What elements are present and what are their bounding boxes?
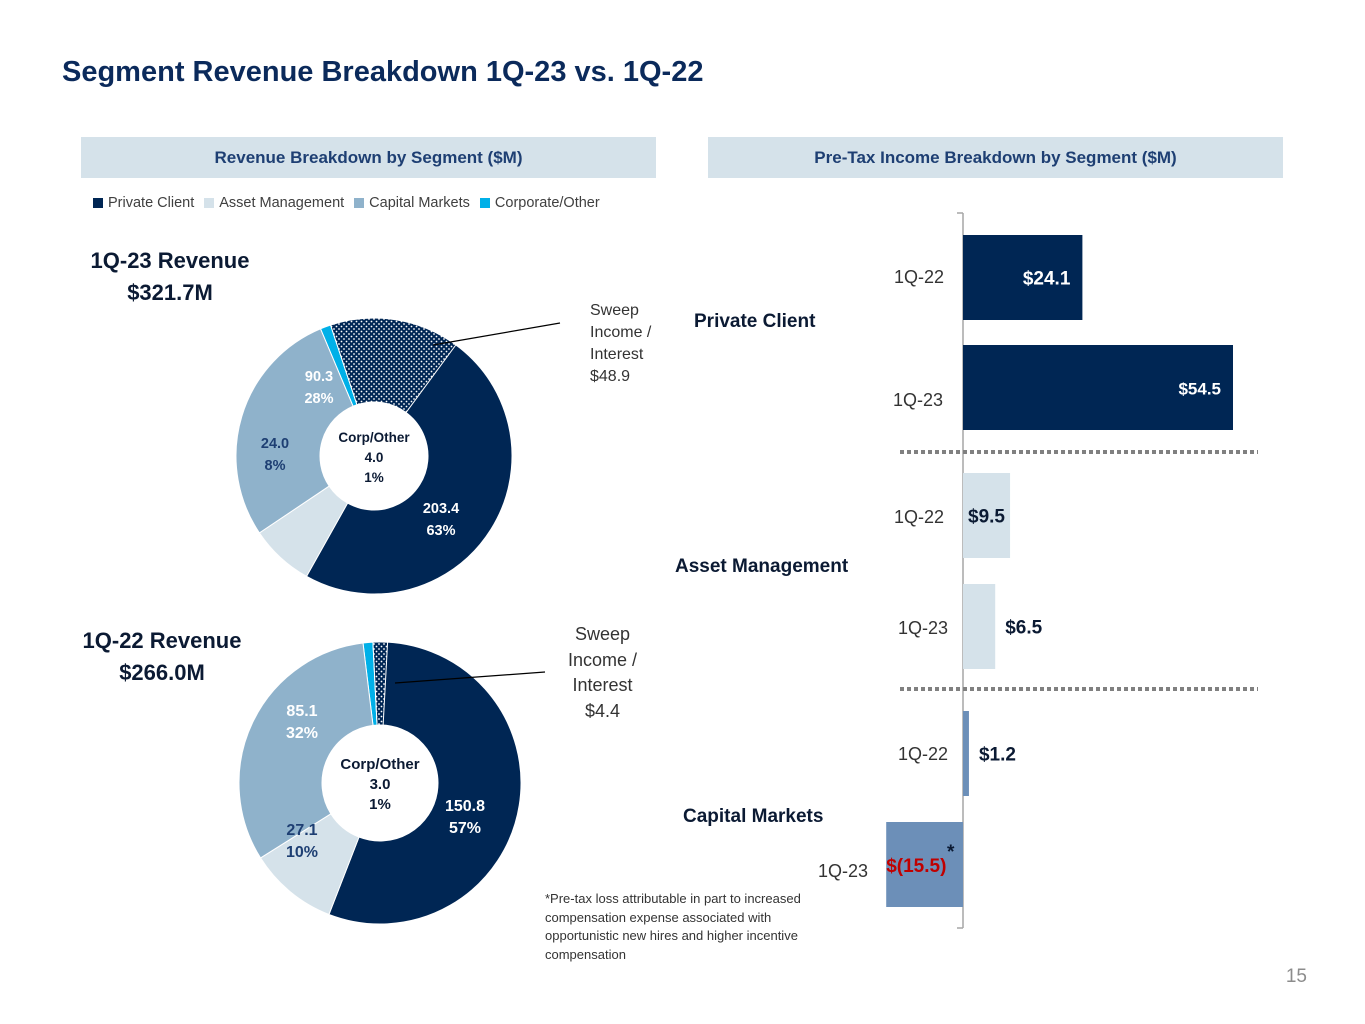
donut-center-label: Corp/Other 3.0 1% (340, 756, 419, 813)
revenue-1q23-total: $321.7M (127, 280, 213, 305)
donut-chart-1q23: 203.4 63% 24.0 8% 90.3 28% Corp/Other 4.0 1% (235, 317, 513, 595)
page-title: Segment Revenue Breakdown 1Q-23 vs. 1Q-2… (62, 56, 704, 88)
donut-value-label-line: 90.3 (305, 369, 333, 385)
donut-value-label-line: 85.1 (286, 703, 317, 720)
pretax-panel-header: Pre-Tax Income Breakdown by Segment ($M) (708, 137, 1283, 178)
legend-label: Private Client (108, 195, 195, 211)
bar-value-label: $24.1 (1023, 269, 1071, 290)
bar-asset-management-1q-22 (963, 473, 1011, 558)
revenue-1q22-total: $266.0M (119, 660, 205, 685)
callout-line: $4.4 (584, 700, 621, 721)
revenue-1q22-title-line1: 1Q-22 Revenue (82, 628, 242, 653)
callout-line: Interest (590, 346, 644, 363)
sweep-callout-1q22: Sweep Income / Interest $4.4 (555, 622, 650, 724)
bar-value-label: $9.5 (968, 507, 1005, 528)
legend-swatch (204, 198, 215, 208)
donut-center-label-line: 4.0 (365, 450, 384, 465)
callout-line: Income / (590, 324, 652, 341)
donut-value-label: 85.1 32% (286, 703, 318, 742)
bar-value-label: $1.2 (979, 745, 1016, 766)
legend-item-corporate-other: Corporate/Other (479, 195, 600, 211)
bar-period-label: 1Q-23 (818, 861, 869, 881)
donut-slice-capital-markets (235, 328, 354, 534)
legend-label: Asset Management (219, 195, 345, 211)
bar-period-label: 1Q-23 (893, 390, 944, 410)
legend-swatch (93, 198, 103, 208)
bar-capital-markets-1q-22 (963, 711, 969, 796)
bar-period-label: 1Q-22 (894, 267, 945, 287)
donut-value-label-line: 8% (265, 458, 286, 474)
callout-leader-1q23 (432, 322, 561, 346)
callout-line: Interest (572, 675, 633, 695)
sweep-callout-1q23: Sweep Income / Interest $48.9 (590, 300, 651, 388)
segment-label-capital-markets: Capital Markets (683, 806, 824, 827)
legend-label: Capital Markets (369, 195, 470, 211)
donut-chart-1q22: 150.8 57% 27.1 10% 85.1 32% Corp/Other 3.0 1% (238, 641, 522, 925)
donut-center-label-line: 3.0 (370, 776, 391, 793)
legend-item-asset-management: Asset Management (204, 195, 344, 211)
segment-label-asset-management: Asset Management (675, 556, 849, 577)
bar-value-label: $54.5 (1178, 380, 1221, 399)
footnote: *Pre-tax loss attributable in part to in… (545, 891, 801, 962)
donut-center-label-line: Corp/Other (340, 756, 419, 773)
bar-period-label: 1Q-22 (894, 507, 945, 527)
callout-line: Income / (567, 649, 638, 670)
legend-item-capital-markets: Capital Markets (354, 195, 470, 211)
bar-value-label: $6.5 (1005, 618, 1042, 639)
bar-private-client-1q-23 (963, 345, 1233, 430)
bar-period-label: 1Q-23 (898, 618, 949, 638)
revenue-1q22-title: 1Q-22 Revenue $266.0M (62, 625, 262, 689)
page-number: 15 (1285, 966, 1307, 987)
legend-swatch (479, 198, 490, 208)
bar-asset-management-1q-23 (963, 584, 996, 669)
callout-line: $48.9 (590, 368, 631, 385)
donut-value-label: 90.3 28% (304, 369, 333, 407)
bar-capital-markets-1q-23 (886, 822, 963, 907)
donut-slice-capital-markets (238, 642, 374, 859)
donut-value-label-line: 150.8 (445, 798, 485, 815)
bar-value-label: $(15.5) (886, 856, 946, 877)
donut-value-label: 24.0 8% (261, 436, 289, 474)
legend-item-private-client: Private Client (93, 195, 194, 211)
footnote-asterisk: * (947, 842, 955, 863)
donut-center-label-line: 1% (364, 470, 384, 485)
donut-value-label-line: 63% (426, 523, 455, 539)
donut-slice-sweep-income (372, 641, 389, 726)
legend-swatch (354, 198, 365, 208)
donut-value-label-line: 10% (286, 844, 318, 861)
donut-value-label: 27.1 10% (286, 822, 318, 861)
donut-value-label-line: 203.4 (423, 501, 459, 517)
legend-label: Corporate/Other (494, 195, 600, 211)
segment-label-private-client: Private Client (694, 311, 816, 332)
donut-value-label-line: 28% (304, 391, 333, 407)
revenue-1q23-title-line1: 1Q-23 Revenue (90, 248, 250, 273)
callout-line: Sweep (574, 624, 631, 644)
bar-private-client-1q-22 (963, 235, 1083, 320)
revenue-panel-header: Revenue Breakdown by Segment ($M) (81, 137, 656, 178)
donut-center-label-line: 1% (369, 796, 391, 813)
donut-value-label-line: 24.0 (261, 436, 289, 452)
bar-period-label: 1Q-22 (898, 744, 949, 764)
donut-value-label: 203.4 63% (423, 501, 459, 539)
donut-value-label-line: 57% (449, 820, 481, 837)
callout-leader-1q22 (394, 671, 546, 684)
callout-line: Sweep (590, 302, 639, 319)
donut-center-label-line: Corp/Other (338, 430, 410, 445)
legend: Private Client Asset Management Capital … (93, 195, 600, 211)
donut-value-label: 150.8 57% (445, 798, 485, 837)
donut-center-label: Corp/Other 4.0 1% (338, 430, 410, 485)
revenue-1q23-title: 1Q-23 Revenue $321.7M (70, 245, 270, 309)
donut-value-label-line: 27.1 (286, 822, 317, 839)
donut-value-label-line: 32% (286, 725, 318, 742)
